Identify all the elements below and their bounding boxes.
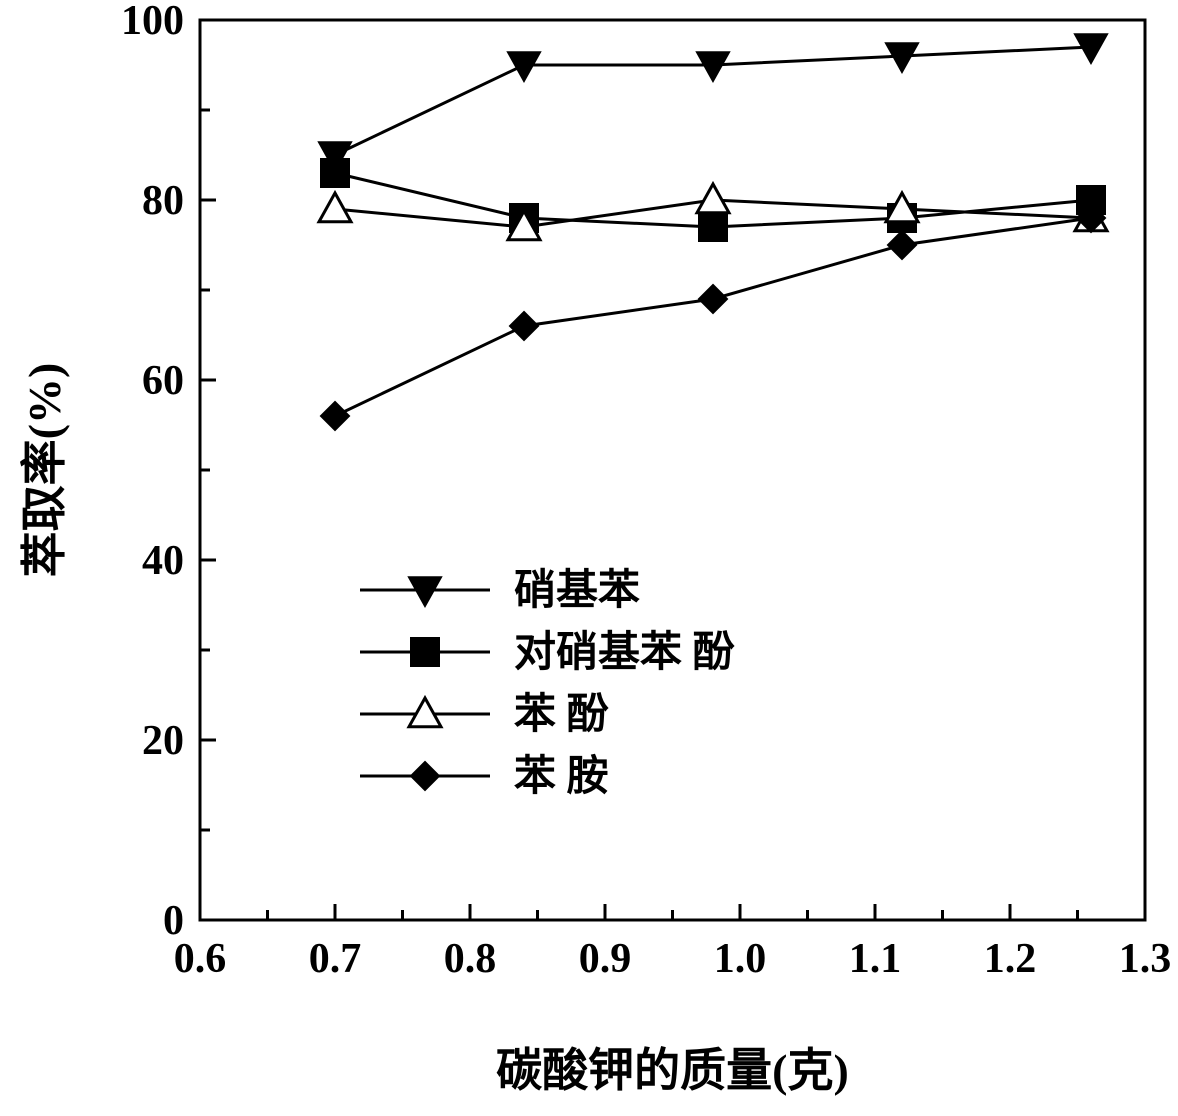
marker-square bbox=[321, 159, 349, 187]
x-tick-label: 0.8 bbox=[444, 936, 497, 982]
y-tick-label: 20 bbox=[142, 718, 184, 764]
series bbox=[319, 34, 1107, 171]
series-line bbox=[335, 218, 1091, 416]
x-tick-label: 1.2 bbox=[984, 936, 1037, 982]
marker-diamond bbox=[411, 762, 439, 790]
marker-square bbox=[699, 213, 727, 241]
marker-diamond bbox=[888, 231, 916, 259]
marker-diamond bbox=[321, 402, 349, 430]
legend: 硝基苯对硝基苯 酚苯 酚苯 胺 bbox=[360, 567, 736, 800]
y-axis-label: 萃取率(%) bbox=[19, 363, 70, 578]
marker-triangle-open bbox=[319, 193, 351, 222]
marker-triangle-down bbox=[697, 52, 729, 81]
x-tick-label: 1.3 bbox=[1119, 936, 1172, 982]
x-axis-label: 碳酸钾的质量(克) bbox=[496, 1045, 849, 1096]
marker-diamond bbox=[510, 312, 538, 340]
x-tick-label: 0.9 bbox=[579, 936, 632, 982]
x-tick-label: 1.0 bbox=[714, 936, 767, 982]
marker-triangle-down bbox=[508, 52, 540, 81]
legend-label: 苯 胺 bbox=[514, 753, 609, 800]
marker-triangle-open bbox=[409, 698, 441, 727]
legend-label: 对硝基苯 酚 bbox=[514, 629, 736, 676]
y-tick-label: 80 bbox=[142, 178, 184, 224]
legend-label: 苯 酚 bbox=[514, 691, 610, 738]
x-tick-label: 0.7 bbox=[309, 936, 362, 982]
y-tick-label: 60 bbox=[142, 358, 184, 404]
marker-diamond bbox=[699, 285, 727, 313]
chart-container: 0.60.70.80.91.01.11.21.3020406080100碳酸钾的… bbox=[0, 0, 1178, 1116]
legend-label: 硝基苯 bbox=[514, 567, 640, 614]
marker-triangle-down bbox=[409, 577, 441, 606]
y-tick-label: 0 bbox=[163, 898, 184, 944]
y-tick-label: 40 bbox=[142, 538, 184, 584]
x-tick-label: 1.1 bbox=[849, 936, 902, 982]
y-tick-label: 100 bbox=[121, 0, 184, 44]
marker-square bbox=[411, 638, 439, 666]
marker-triangle-open bbox=[697, 184, 729, 213]
line-chart: 0.60.70.80.91.01.11.21.3020406080100碳酸钾的… bbox=[0, 0, 1178, 1116]
